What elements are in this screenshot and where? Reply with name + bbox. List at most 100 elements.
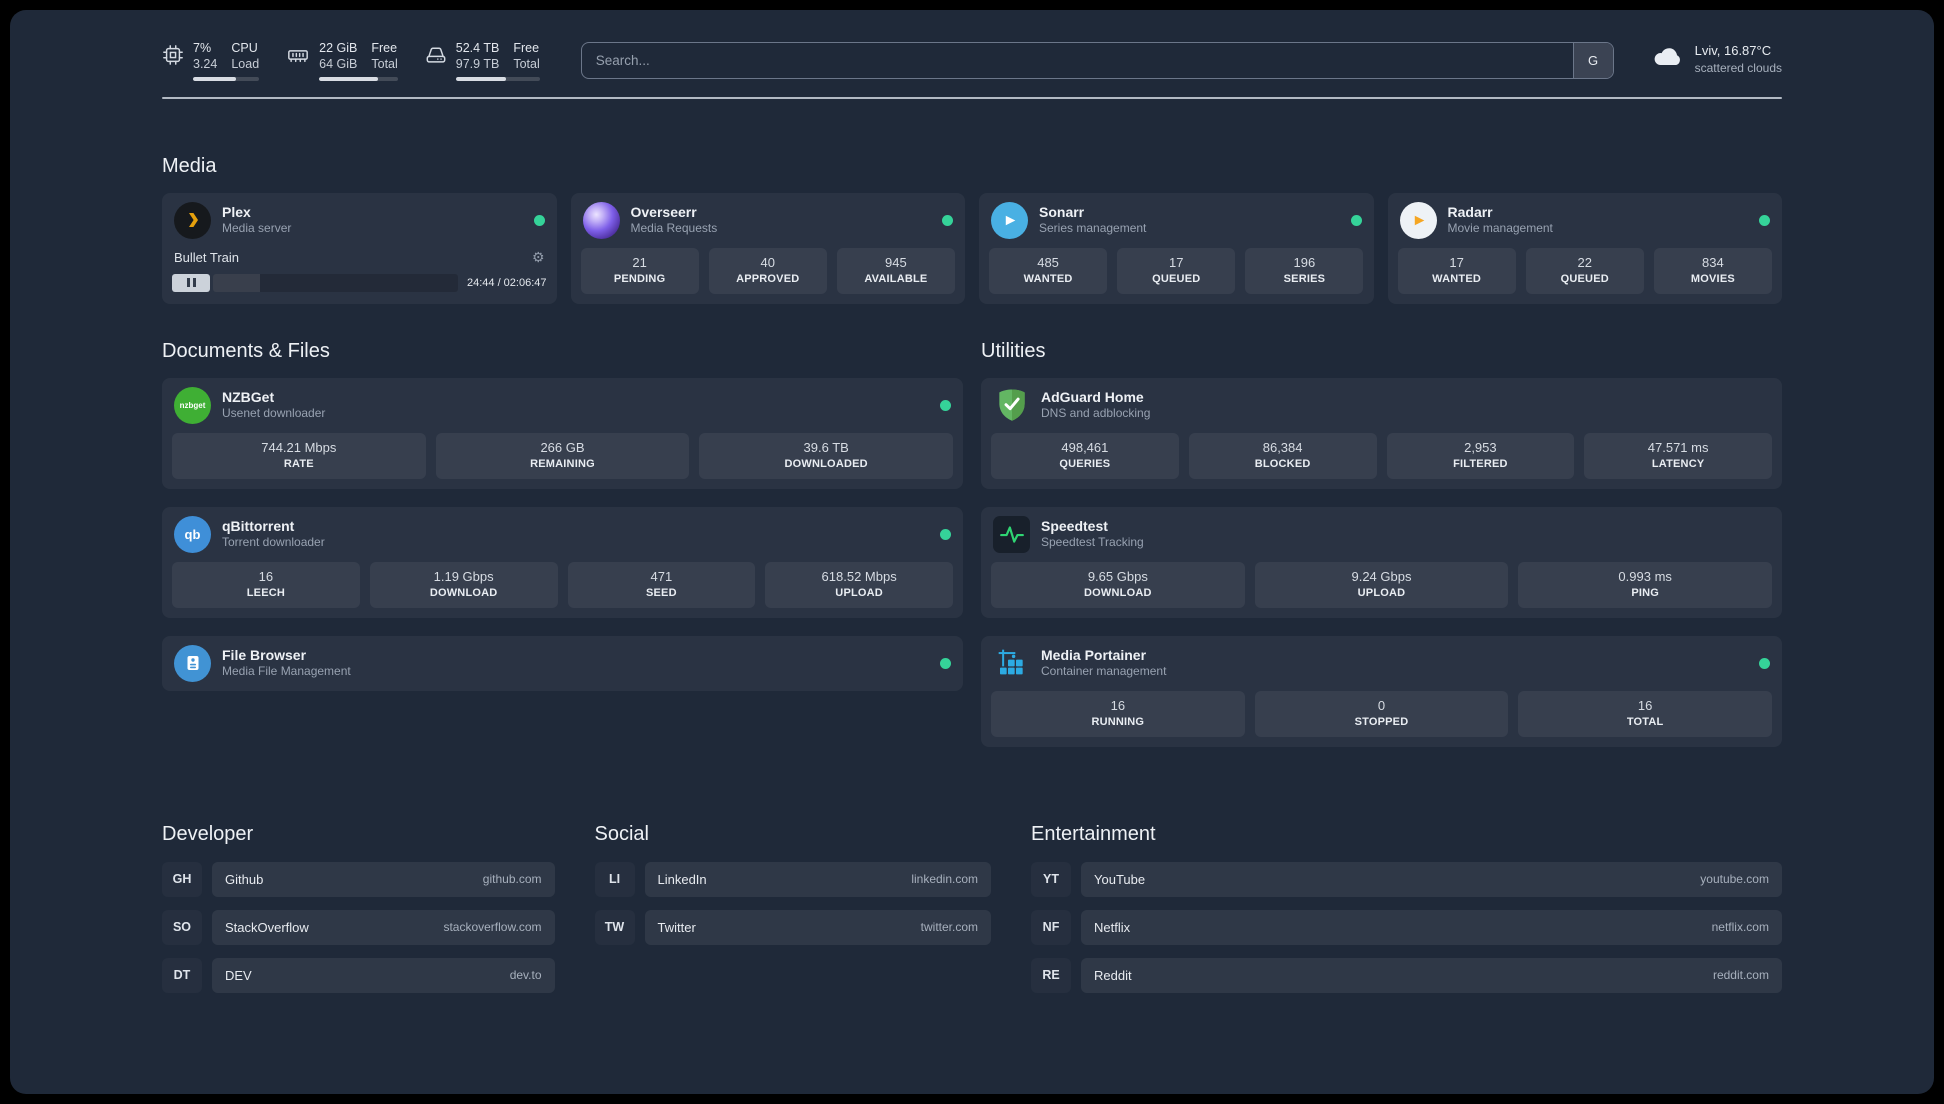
radarr-stat-queued: 22 QUEUED	[1525, 247, 1644, 294]
speedtest-stat-upload: 9.24 Gbps UPLOAD	[1254, 561, 1509, 608]
memory-bar	[319, 76, 398, 81]
bookmark-abbr: DT	[162, 958, 202, 993]
radarr-header[interactable]: Radarr Movie management	[1388, 193, 1783, 248]
radarr-stat-movies: 834 MOVIES	[1653, 247, 1772, 294]
section-title-utilities: Utilities	[981, 339, 1046, 362]
nzbget-status-dot	[940, 399, 951, 411]
gear-icon[interactable]: ⚙	[531, 249, 545, 265]
radarr-subtitle: Movie management	[1447, 221, 1553, 236]
cpu-load: 3.24	[193, 57, 218, 72]
bookmark-url: reddit.com	[1712, 968, 1769, 983]
bookmarks: Developer GH Github github.com SO StackO…	[162, 823, 1782, 1052]
speedtest-header[interactable]: Speedtest Speedtest Tracking	[981, 507, 1782, 562]
plex-header[interactable]: Plex Media server	[162, 193, 557, 248]
filebrowser-header[interactable]: File Browser Media File Management	[162, 636, 963, 691]
portainer-header[interactable]: Media Portainer Container management	[981, 636, 1782, 691]
bookmark-name: Netflix	[1094, 919, 1131, 935]
dashboard-page: 7% 3.24 CPU Load	[10, 10, 1934, 1094]
memory-total-label: Total	[371, 57, 398, 72]
card-qbittorrent: qb qBittorrent Torrent downloader 16 LEE…	[162, 506, 963, 618]
cpu-widget: 7% 3.24 CPU Load	[162, 40, 260, 81]
radarr-name: Radarr	[1447, 204, 1493, 221]
bookmark-youtube[interactable]: YT YouTube youtube.com	[1031, 861, 1782, 897]
bookmark-name: Twitter	[657, 919, 696, 935]
speedtest-stat-download: 9.65 Gbps DOWNLOAD	[991, 561, 1245, 608]
overseerr-name: Overseerr	[630, 204, 697, 221]
bookmark-group-developer: Developer GH Github github.com SO StackO…	[162, 823, 555, 1006]
qbittorrent-stat-leech: 16 LEECH	[172, 561, 360, 608]
portainer-stat-total: 16 TOTAL	[1518, 690, 1772, 737]
adguard-header[interactable]: AdGuard Home DNS and adblocking	[981, 378, 1782, 433]
bookmark-netflix[interactable]: NF Netflix netflix.com	[1031, 909, 1782, 945]
speedtest-name: Speedtest	[1041, 518, 1108, 535]
plex-subtitle: Media server	[222, 221, 292, 236]
portainer-subtitle: Container management	[1041, 664, 1167, 679]
card-filebrowser: File Browser Media File Management	[162, 635, 963, 691]
memory-bar-fill	[319, 76, 379, 81]
memory-widget: 22 GiB 64 GiB Free Total	[286, 40, 398, 81]
section-title-documents: Documents & Files	[162, 339, 330, 362]
filebrowser-subtitle: Media File Management	[222, 664, 351, 679]
qbittorrent-stat-seed: 471 SEED	[567, 561, 756, 608]
pause-button[interactable]	[172, 273, 210, 292]
bookmark-abbr: TW	[595, 910, 635, 945]
bookmark-name: YouTube	[1094, 871, 1146, 887]
cpu-label: CPU	[231, 41, 258, 55]
plex-playback-time: 24:44 / 02:06:47	[466, 276, 547, 289]
sonarr-stat-series: 196 SERIES	[1245, 247, 1364, 294]
section-title-entertainment: Entertainment	[1031, 822, 1156, 845]
overseerr-stat-pending: 21 PENDING	[580, 247, 699, 294]
qbittorrent-header[interactable]: qb qBittorrent Torrent downloader	[162, 507, 963, 562]
bookmark-reddit[interactable]: RE Reddit reddit.com	[1031, 957, 1782, 993]
card-plex: Plex Media server Bullet Train ⚙	[162, 192, 557, 304]
adguard-stat-queries: 498,461 QUERIES	[991, 432, 1179, 479]
pause-icon	[186, 278, 190, 287]
weather-location: Lviv, 16.87°C	[1694, 43, 1772, 58]
plex-status-dot	[533, 214, 545, 226]
card-portainer: Media Portainer Container management 16 …	[981, 635, 1782, 747]
card-overseerr: Overseerr Media Requests 21 PENDING 40 A…	[570, 192, 966, 304]
bookmark-abbr: YT	[1031, 862, 1071, 897]
bookmark-linkedin[interactable]: LI LinkedIn linkedin.com	[595, 861, 992, 897]
bookmark-name: Github	[225, 871, 264, 887]
bookmark-stackoverflow[interactable]: SO StackOverflow stackoverflow.com	[162, 909, 555, 945]
bookmark-url: linkedin.com	[911, 872, 979, 887]
bookmark-github[interactable]: GH Github github.com	[162, 861, 555, 897]
disk-bar-fill	[455, 76, 507, 81]
radarr-status-dot	[1759, 214, 1770, 226]
media-grid: Plex Media server Bullet Train ⚙	[162, 192, 1783, 304]
bookmark-abbr: RE	[1031, 958, 1071, 993]
plex-progress-bar[interactable]	[213, 273, 458, 292]
nzbget-header[interactable]: nzbget NZBGet Usenet downloader	[162, 378, 963, 433]
nzbget-stat-downloaded: 39.6 TB DOWNLOADED	[699, 432, 953, 479]
sonarr-header[interactable]: Sonarr Series management	[979, 193, 1374, 248]
speedtest-icon	[993, 515, 1030, 553]
card-sonarr: Sonarr Series management 485 WANTED 17 Q…	[979, 192, 1374, 304]
radarr-icon	[1399, 201, 1437, 239]
sonarr-status-dot	[1350, 214, 1362, 226]
qbittorrent-icon: qb	[174, 515, 211, 553]
disk-free: 52.4 TB	[455, 41, 500, 55]
portainer-name: Media Portainer	[1041, 647, 1147, 664]
plex-name: Plex	[222, 204, 251, 221]
overseerr-header[interactable]: Overseerr Media Requests	[571, 193, 966, 248]
cpu-load-label: Load	[231, 57, 260, 72]
nzbget-name: NZBGet	[222, 389, 275, 406]
qbittorrent-stat-download: 1.19 Gbps DOWNLOAD	[369, 561, 558, 608]
bookmark-name: LinkedIn	[657, 871, 707, 887]
portainer-stat-stopped: 0 STOPPED	[1254, 690, 1509, 737]
portainer-icon	[993, 645, 1030, 682]
cpu-bar	[193, 76, 260, 81]
adguard-subtitle: DNS and adblocking	[1041, 406, 1151, 421]
search-input[interactable]	[581, 43, 1573, 78]
search-provider-button[interactable]: G	[1572, 43, 1613, 78]
adguard-stat-blocked: 86,384 BLOCKED	[1188, 432, 1377, 479]
adguard-icon	[993, 387, 1030, 424]
cpu-icon	[162, 44, 184, 71]
bookmark-twitter[interactable]: TW Twitter twitter.com	[595, 909, 992, 945]
nzbget-stat-remaining: 266 GB REMAINING	[435, 432, 690, 479]
bookmark-dev[interactable]: DT DEV dev.to	[162, 957, 555, 993]
overseerr-icon	[582, 201, 620, 239]
utilities-column: Utilities AdGuard Home DNS and adblockin…	[981, 304, 1782, 765]
bookmark-group-social: Social LI LinkedIn linkedin.com TW Twitt…	[595, 823, 992, 958]
